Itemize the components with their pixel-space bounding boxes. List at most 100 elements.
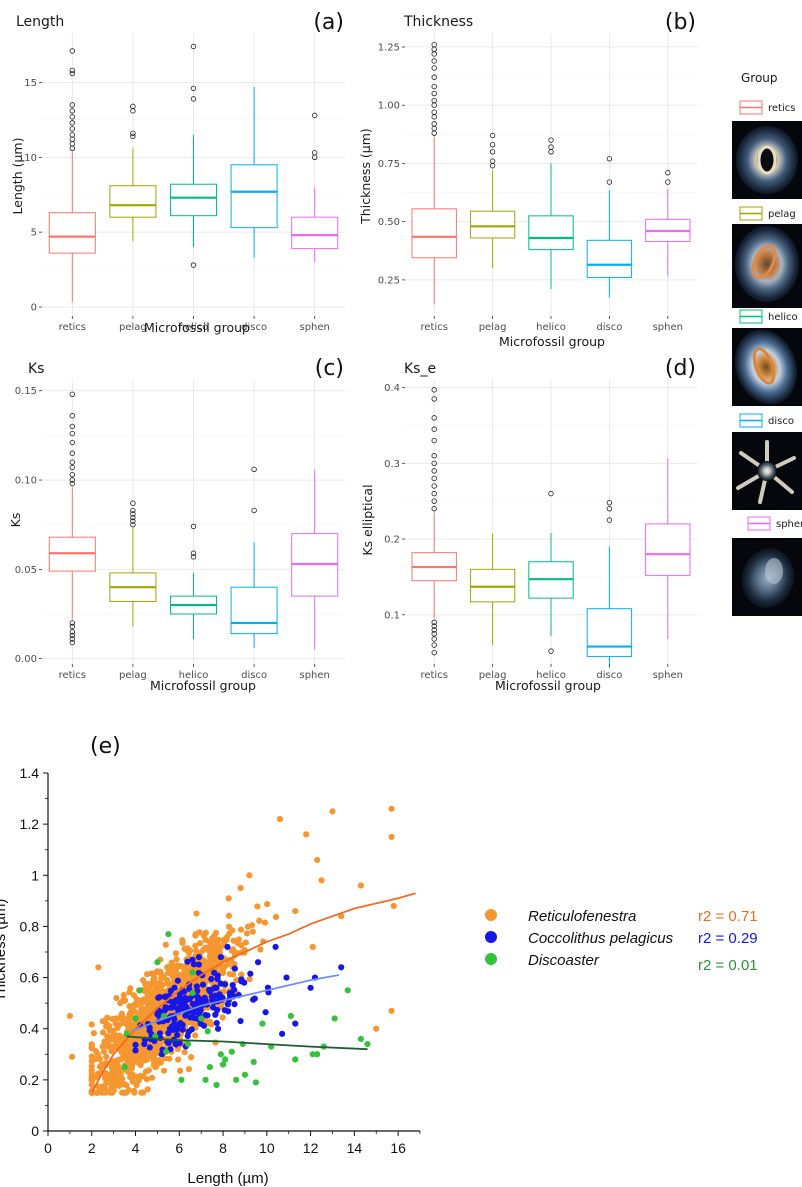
y-tick-label: 10 [24, 153, 37, 164]
box-disco [230, 164, 278, 229]
outlier-point [665, 170, 671, 176]
data-point [364, 1040, 371, 1048]
data-point [188, 1026, 195, 1033]
data-point [156, 1030, 164, 1037]
data-point [309, 1051, 316, 1058]
data-point [145, 981, 152, 988]
data-point [344, 987, 351, 994]
outlier-point [431, 475, 437, 482]
x-tick-label: helico [179, 670, 209, 681]
data-point [250, 1058, 257, 1066]
y-tick-label: 0.25 [378, 275, 400, 286]
data-point [228, 1048, 235, 1055]
data-point [163, 993, 170, 1000]
data-point [224, 943, 231, 950]
data-point [338, 913, 345, 920]
data-point [120, 1081, 127, 1088]
data-point [213, 946, 221, 953]
data-point [174, 1026, 181, 1033]
data-point [182, 1012, 189, 1019]
data-point [88, 1067, 95, 1074]
y-tick-label: 0.4 [384, 383, 400, 394]
outlier-point [548, 137, 554, 143]
panel-b: Thickness (b) 0.25 0.50 0.75 1.00 1.25 retics… [358, 10, 697, 349]
outlier-point [489, 149, 496, 155]
data-point [120, 1019, 128, 1026]
outlier-point [431, 74, 437, 80]
x-tick-label: disco [241, 670, 267, 681]
x-tick-label: 10 [259, 1140, 275, 1156]
data-point [106, 1088, 113, 1095]
outlier-point [69, 108, 75, 114]
data-point [103, 1079, 110, 1086]
data-point [170, 974, 177, 981]
x-tick-label: helico [536, 670, 566, 681]
outlier-point [190, 550, 197, 556]
outlier-point [431, 97, 437, 104]
x-axis-label: Microfossil group [144, 320, 250, 335]
legend-marker-reticulofenestra [485, 909, 497, 921]
data-point [137, 1072, 144, 1079]
data-point [242, 939, 249, 946]
y-tick-label: 5 [31, 228, 37, 239]
data-point [178, 1076, 185, 1083]
data-point [95, 964, 102, 971]
outlier-point [190, 96, 197, 102]
x-tick-label: pelag [119, 322, 147, 333]
outlier-point [69, 471, 75, 478]
data-point [88, 1053, 95, 1060]
outlier-point [548, 648, 554, 654]
data-point [221, 1007, 228, 1014]
data-point [193, 910, 200, 917]
legend-label: sphen [776, 519, 802, 530]
data-point [121, 1063, 128, 1071]
outlier-point [431, 649, 437, 656]
outlier-point [130, 511, 136, 517]
outlier-point [69, 430, 75, 437]
outlier-point [489, 132, 496, 139]
data-point [66, 1012, 73, 1020]
data-point [179, 937, 186, 944]
data-point [123, 1030, 130, 1037]
outlier-point [606, 156, 613, 162]
data-point [106, 1027, 114, 1034]
outlier-point [431, 41, 437, 48]
data-point [216, 991, 223, 998]
data-point [179, 1005, 187, 1012]
data-point [138, 1030, 146, 1037]
data-point [225, 912, 233, 919]
legend-label: Coccolithus pelagicus [528, 930, 674, 947]
legend-item-helico: helico [739, 309, 798, 324]
panel-a: Length (a) 0 5 10 15 retics pelag helico disco s… [10, 10, 345, 335]
legend-item-retics: retics [739, 100, 795, 115]
outlier-point [431, 483, 437, 489]
data-point [261, 919, 269, 926]
data-point [175, 1056, 182, 1063]
data-point [206, 986, 213, 993]
data-point [292, 907, 299, 915]
outlier-point [548, 490, 554, 497]
data-point [212, 937, 219, 944]
data-point [217, 954, 224, 961]
data-point [163, 1048, 170, 1055]
data-point [155, 999, 162, 1007]
y-tick-label: 0.10 [15, 476, 37, 487]
x-tick-label: sphen [653, 322, 683, 333]
data-point [132, 1015, 139, 1022]
outlier-point [251, 466, 257, 473]
outlier-point [69, 477, 75, 483]
data-point [125, 1024, 132, 1031]
data-point [117, 1000, 124, 1007]
data-point [184, 1040, 192, 1048]
x-tick-label: pelag [119, 670, 147, 681]
y-tick-label: 1.4 [20, 765, 40, 781]
outlier-point [69, 620, 75, 626]
data-point [166, 966, 173, 973]
data-point [220, 936, 228, 944]
data-point [127, 985, 134, 992]
data-point [90, 1030, 98, 1037]
y-tick-label: 0 [31, 1123, 39, 1139]
data-point [149, 1001, 156, 1008]
outlier-point [312, 150, 318, 156]
panel-label: (a) [313, 10, 344, 35]
